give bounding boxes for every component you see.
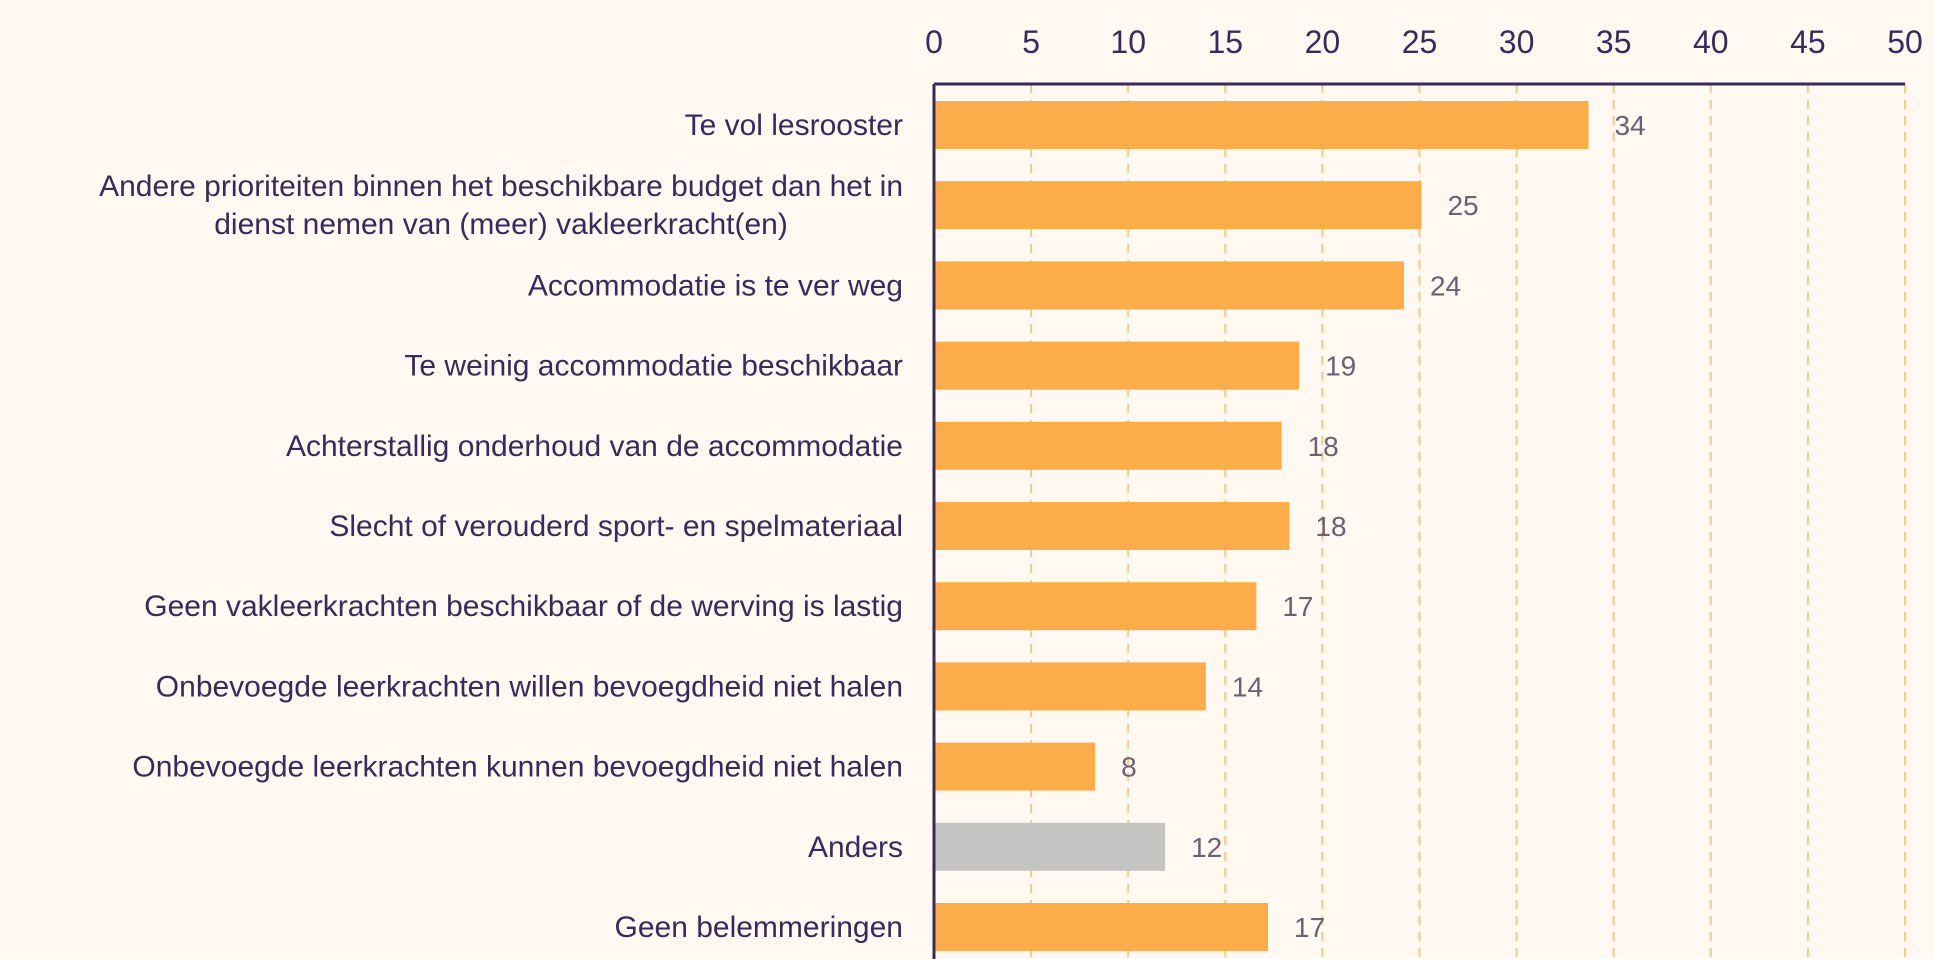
x-tick-label-35: 35: [1596, 24, 1632, 60]
data-label-2: 24: [1430, 270, 1461, 301]
category-label-1: Andere prioriteiten binnen het beschikba…: [99, 170, 903, 241]
bar-5: [934, 502, 1290, 550]
category-label-line: Achterstallig onderhoud van de accommoda…: [286, 430, 903, 463]
data-label-6: 17: [1282, 591, 1313, 622]
category-label-line: dienst nemen van (meer) vakleerkracht(en…: [214, 208, 788, 241]
axes: [932, 82, 1905, 959]
x-tick-label-50: 50: [1887, 24, 1923, 60]
x-axis-ticks: 0 5 10 15 20 25 30 35 40 45 50: [925, 24, 1923, 60]
data-label-10: 17: [1294, 912, 1325, 943]
x-tick-label-20: 20: [1305, 24, 1341, 60]
category-label-line: Slecht of verouderd sport- en spelmateri…: [329, 510, 903, 543]
category-label-line: Onbevoegde leerkrachten kunnen bevoegdhe…: [132, 751, 903, 784]
data-label-0: 34: [1614, 110, 1645, 141]
category-label-line: Andere prioriteiten binnen het beschikba…: [99, 170, 903, 203]
category-label-3: Te weinig accommodatie beschikbaar: [404, 350, 903, 383]
x-tick-label-25: 25: [1402, 24, 1438, 60]
data-labels: 34 25 24 19 18 18 17 14 8 12 17: [1121, 110, 1645, 943]
category-label-9: Anders: [808, 831, 903, 864]
x-tick-label-15: 15: [1208, 24, 1244, 60]
x-tick-label-0: 0: [925, 24, 943, 60]
category-label-line: Geen vakleerkrachten beschikbaar of de w…: [144, 590, 903, 623]
category-label-line: Accommodatie is te ver weg: [528, 269, 903, 302]
data-label-4: 18: [1308, 431, 1339, 462]
category-label-line: Geen belemmeringen: [614, 911, 903, 944]
bar-3: [934, 341, 1300, 390]
data-label-7: 14: [1232, 671, 1263, 702]
data-label-5: 18: [1315, 511, 1346, 542]
category-label-7: Onbevoegde leerkrachten willen bevoegdhe…: [156, 670, 903, 703]
data-label-9: 12: [1191, 832, 1222, 863]
x-tick-label-30: 30: [1499, 24, 1535, 60]
category-label-5: Slecht of verouderd sport- en spelmateri…: [329, 510, 903, 543]
bar-0: [934, 101, 1589, 149]
category-label-6: Geen vakleerkrachten beschikbaar of de w…: [144, 590, 903, 623]
data-label-8: 8: [1121, 752, 1137, 783]
category-label-4: Achterstallig onderhoud van de accommoda…: [286, 430, 903, 463]
data-label-3: 19: [1325, 351, 1356, 382]
bar-9: [934, 822, 1166, 871]
bars: [934, 101, 1589, 951]
category-label-line: Te vol lesrooster: [685, 109, 903, 142]
x-tick-label-40: 40: [1693, 24, 1729, 60]
x-tick-label-45: 45: [1790, 24, 1826, 60]
bar-7: [934, 662, 1206, 711]
bar-4: [934, 421, 1282, 470]
bar-1: [934, 181, 1422, 230]
category-label-2: Accommodatie is te ver weg: [528, 269, 903, 302]
bar-8: [934, 742, 1096, 791]
bar-10: [934, 903, 1269, 951]
x-tick-label-5: 5: [1022, 24, 1040, 60]
category-label-10: Geen belemmeringen: [614, 911, 903, 944]
category-label-line: Te weinig accommodatie beschikbaar: [404, 350, 903, 383]
category-label-8: Onbevoegde leerkrachten kunnen bevoegdhe…: [132, 751, 903, 784]
category-label-line: Anders: [808, 831, 903, 864]
data-label-1: 25: [1447, 190, 1478, 221]
category-label-0: Te vol lesrooster: [685, 109, 903, 142]
bar-6: [934, 582, 1257, 631]
category-label-line: Onbevoegde leerkrachten willen bevoegdhe…: [156, 670, 903, 703]
category-labels: Te vol lesrooster Andere prioriteiten bin…: [99, 109, 903, 944]
x-tick-label-10: 10: [1110, 24, 1146, 60]
bar-2: [934, 261, 1404, 310]
